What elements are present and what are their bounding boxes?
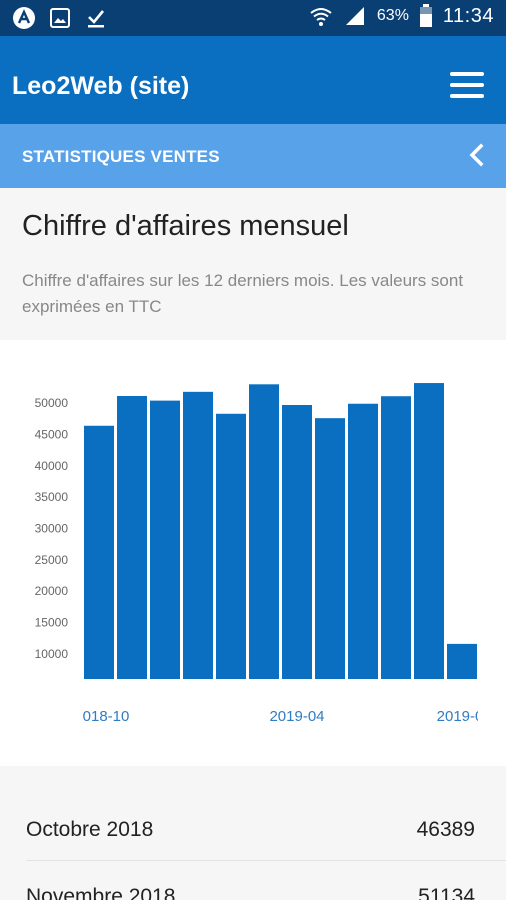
bar-2019-05[interactable] <box>315 418 345 679</box>
bar-2019-08[interactable] <box>414 383 444 679</box>
y-tick-label: 15000 <box>35 616 69 630</box>
intro-card: Chiffre d'affaires mensuel Chiffre d'aff… <box>0 188 506 340</box>
bar-2018-11[interactable] <box>117 396 147 679</box>
list-item[interactable]: Novembre 2018 51134 <box>26 863 506 900</box>
app-notification-icon <box>13 7 35 29</box>
list-item-value: 46389 <box>416 818 475 841</box>
y-tick-label: 30000 <box>35 522 69 536</box>
list-item[interactable]: Octobre 2018 46389 <box>26 796 506 861</box>
y-tick-label: 20000 <box>35 584 69 598</box>
chevron-left-icon[interactable] <box>462 140 492 170</box>
bar-2019-03[interactable] <box>249 384 279 679</box>
clock: 11:34 <box>442 4 494 27</box>
bar-2019-04[interactable] <box>282 405 312 679</box>
list-item-value: 51134 <box>418 885 475 900</box>
bar-2019-06[interactable] <box>348 403 378 679</box>
image-icon <box>50 8 70 28</box>
bar-2019-02[interactable] <box>216 413 246 679</box>
bar-2018-10[interactable] <box>84 425 114 679</box>
y-tick-label: 40000 <box>35 459 69 473</box>
list-item-month: Octobre 2018 <box>26 818 154 841</box>
battery-icon <box>419 4 432 27</box>
download-done-icon <box>88 10 105 28</box>
bar-chart: 10000 15000 20000 25000 30000 35000 40000 45000… <box>35 383 484 725</box>
status-bar: 63% 11:34 <box>0 0 506 36</box>
y-tick-label: 50000 <box>35 396 69 410</box>
app-title: Leo2Web (site) <box>12 72 190 100</box>
y-tick-label: 25000 <box>35 553 69 567</box>
bar-2019-09[interactable] <box>447 643 477 679</box>
battery-percentage: 63% <box>376 7 409 24</box>
revenue-list: Octobre 2018 46389 Novembre 2018 51134 <box>0 766 506 900</box>
section-header: STATISTIQUES VENTES <box>0 124 506 188</box>
y-tick-label: 45000 <box>35 427 69 441</box>
hamburger-menu-icon[interactable] <box>450 72 484 98</box>
bar-2019-07[interactable] <box>381 396 411 679</box>
page-description: Chiffre d'affaires sur les 12 derniers m… <box>22 271 464 316</box>
x-tick-label: 2019-04 <box>269 708 324 725</box>
wifi-icon <box>310 8 332 26</box>
list-item-month: Novembre 2018 <box>26 885 176 900</box>
x-tick-label: 2019-0 <box>437 708 484 725</box>
bar-2018-12[interactable] <box>150 400 180 679</box>
app-bar: Leo2Web (site) <box>0 36 506 124</box>
y-tick-label: 10000 <box>35 647 69 661</box>
signal-icon <box>345 7 364 25</box>
bar-2019-01[interactable] <box>183 391 213 679</box>
page-title: Chiffre d'affaires mensuel <box>22 210 349 242</box>
y-tick-label: 35000 <box>35 490 69 504</box>
revenue-chart[interactable]: 10000 15000 20000 25000 30000 35000 40000 45000… <box>0 340 506 760</box>
section-title: STATISTIQUES VENTES <box>22 147 220 166</box>
x-tick-label: 018-10 <box>83 708 130 725</box>
